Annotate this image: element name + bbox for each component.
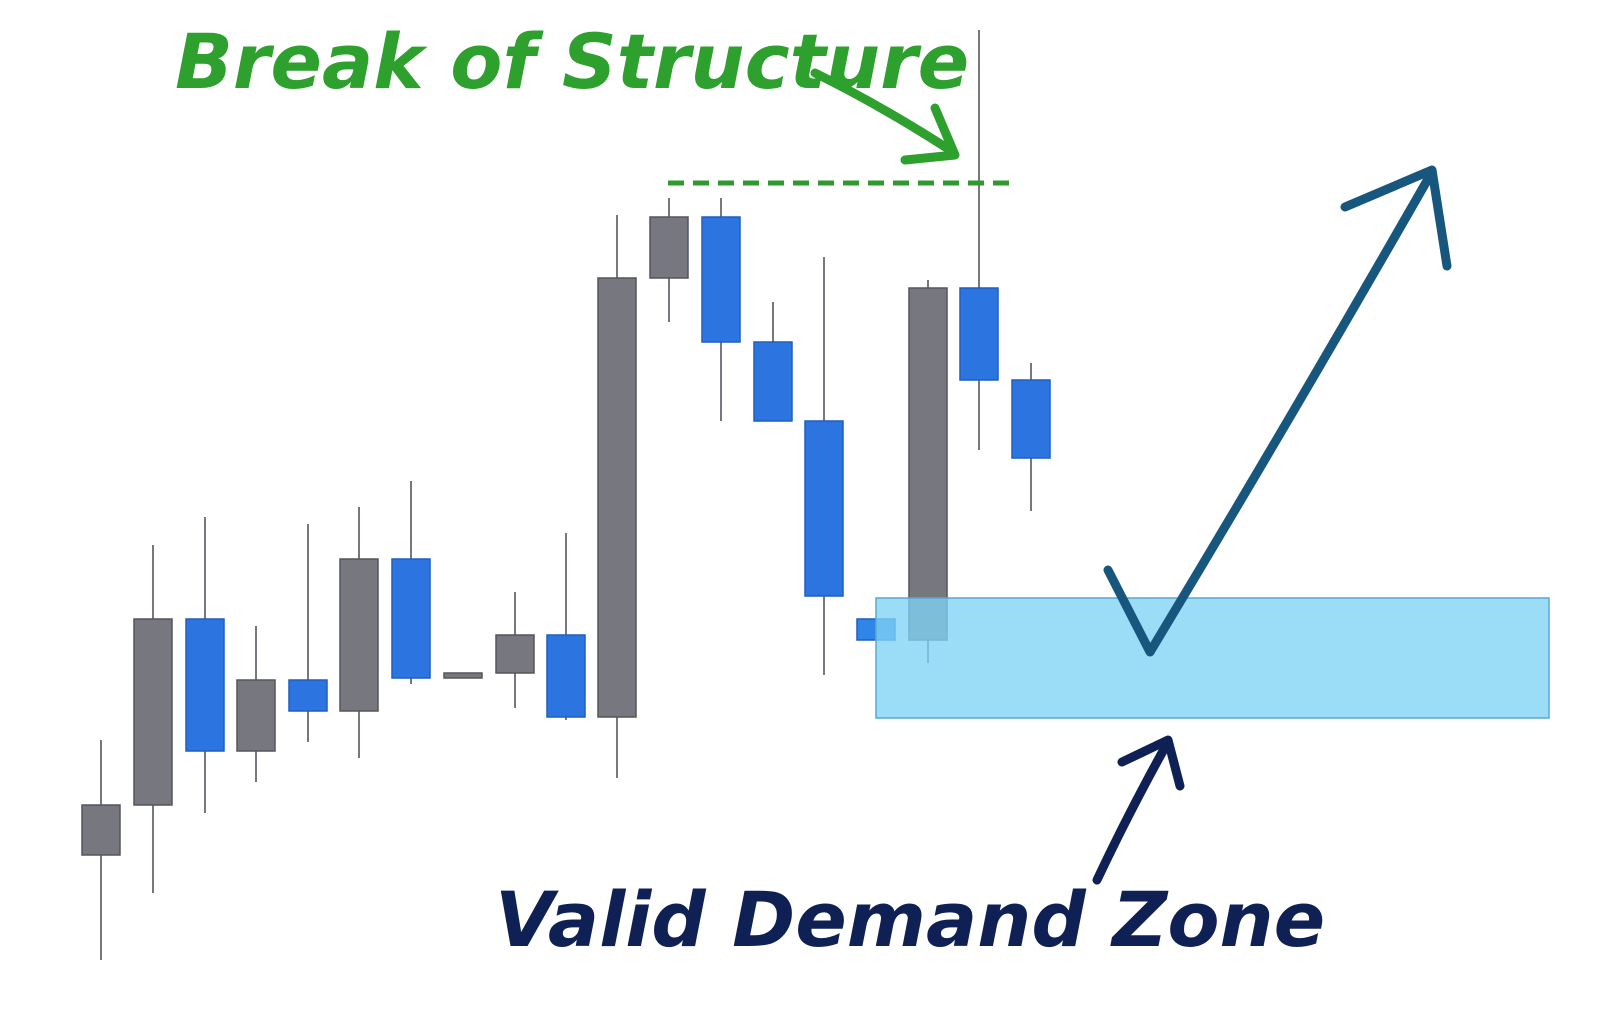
candle: [649, 198, 689, 322]
bos-arrow: [810, 68, 960, 165]
candle: [236, 626, 276, 782]
candle: [908, 280, 948, 663]
candle: [133, 545, 173, 893]
candle: [701, 198, 741, 421]
zone-arrow: [1092, 735, 1185, 885]
candle: [185, 517, 225, 813]
candle: [391, 481, 431, 684]
candle: [1011, 363, 1051, 511]
candle: [81, 740, 121, 960]
demand-zone: [875, 597, 1550, 719]
candle: [288, 524, 328, 742]
candle: [804, 257, 844, 675]
annotation: Valid Demand Zone: [495, 875, 1325, 964]
annotation: Break of Structure: [175, 17, 969, 106]
projection-arrow: [1103, 165, 1452, 657]
candle: [597, 215, 637, 778]
candle: [443, 672, 483, 679]
candle: [959, 30, 999, 450]
candle: [753, 302, 793, 422]
candle: [546, 533, 586, 720]
candle: [495, 592, 535, 708]
candle: [339, 507, 379, 758]
